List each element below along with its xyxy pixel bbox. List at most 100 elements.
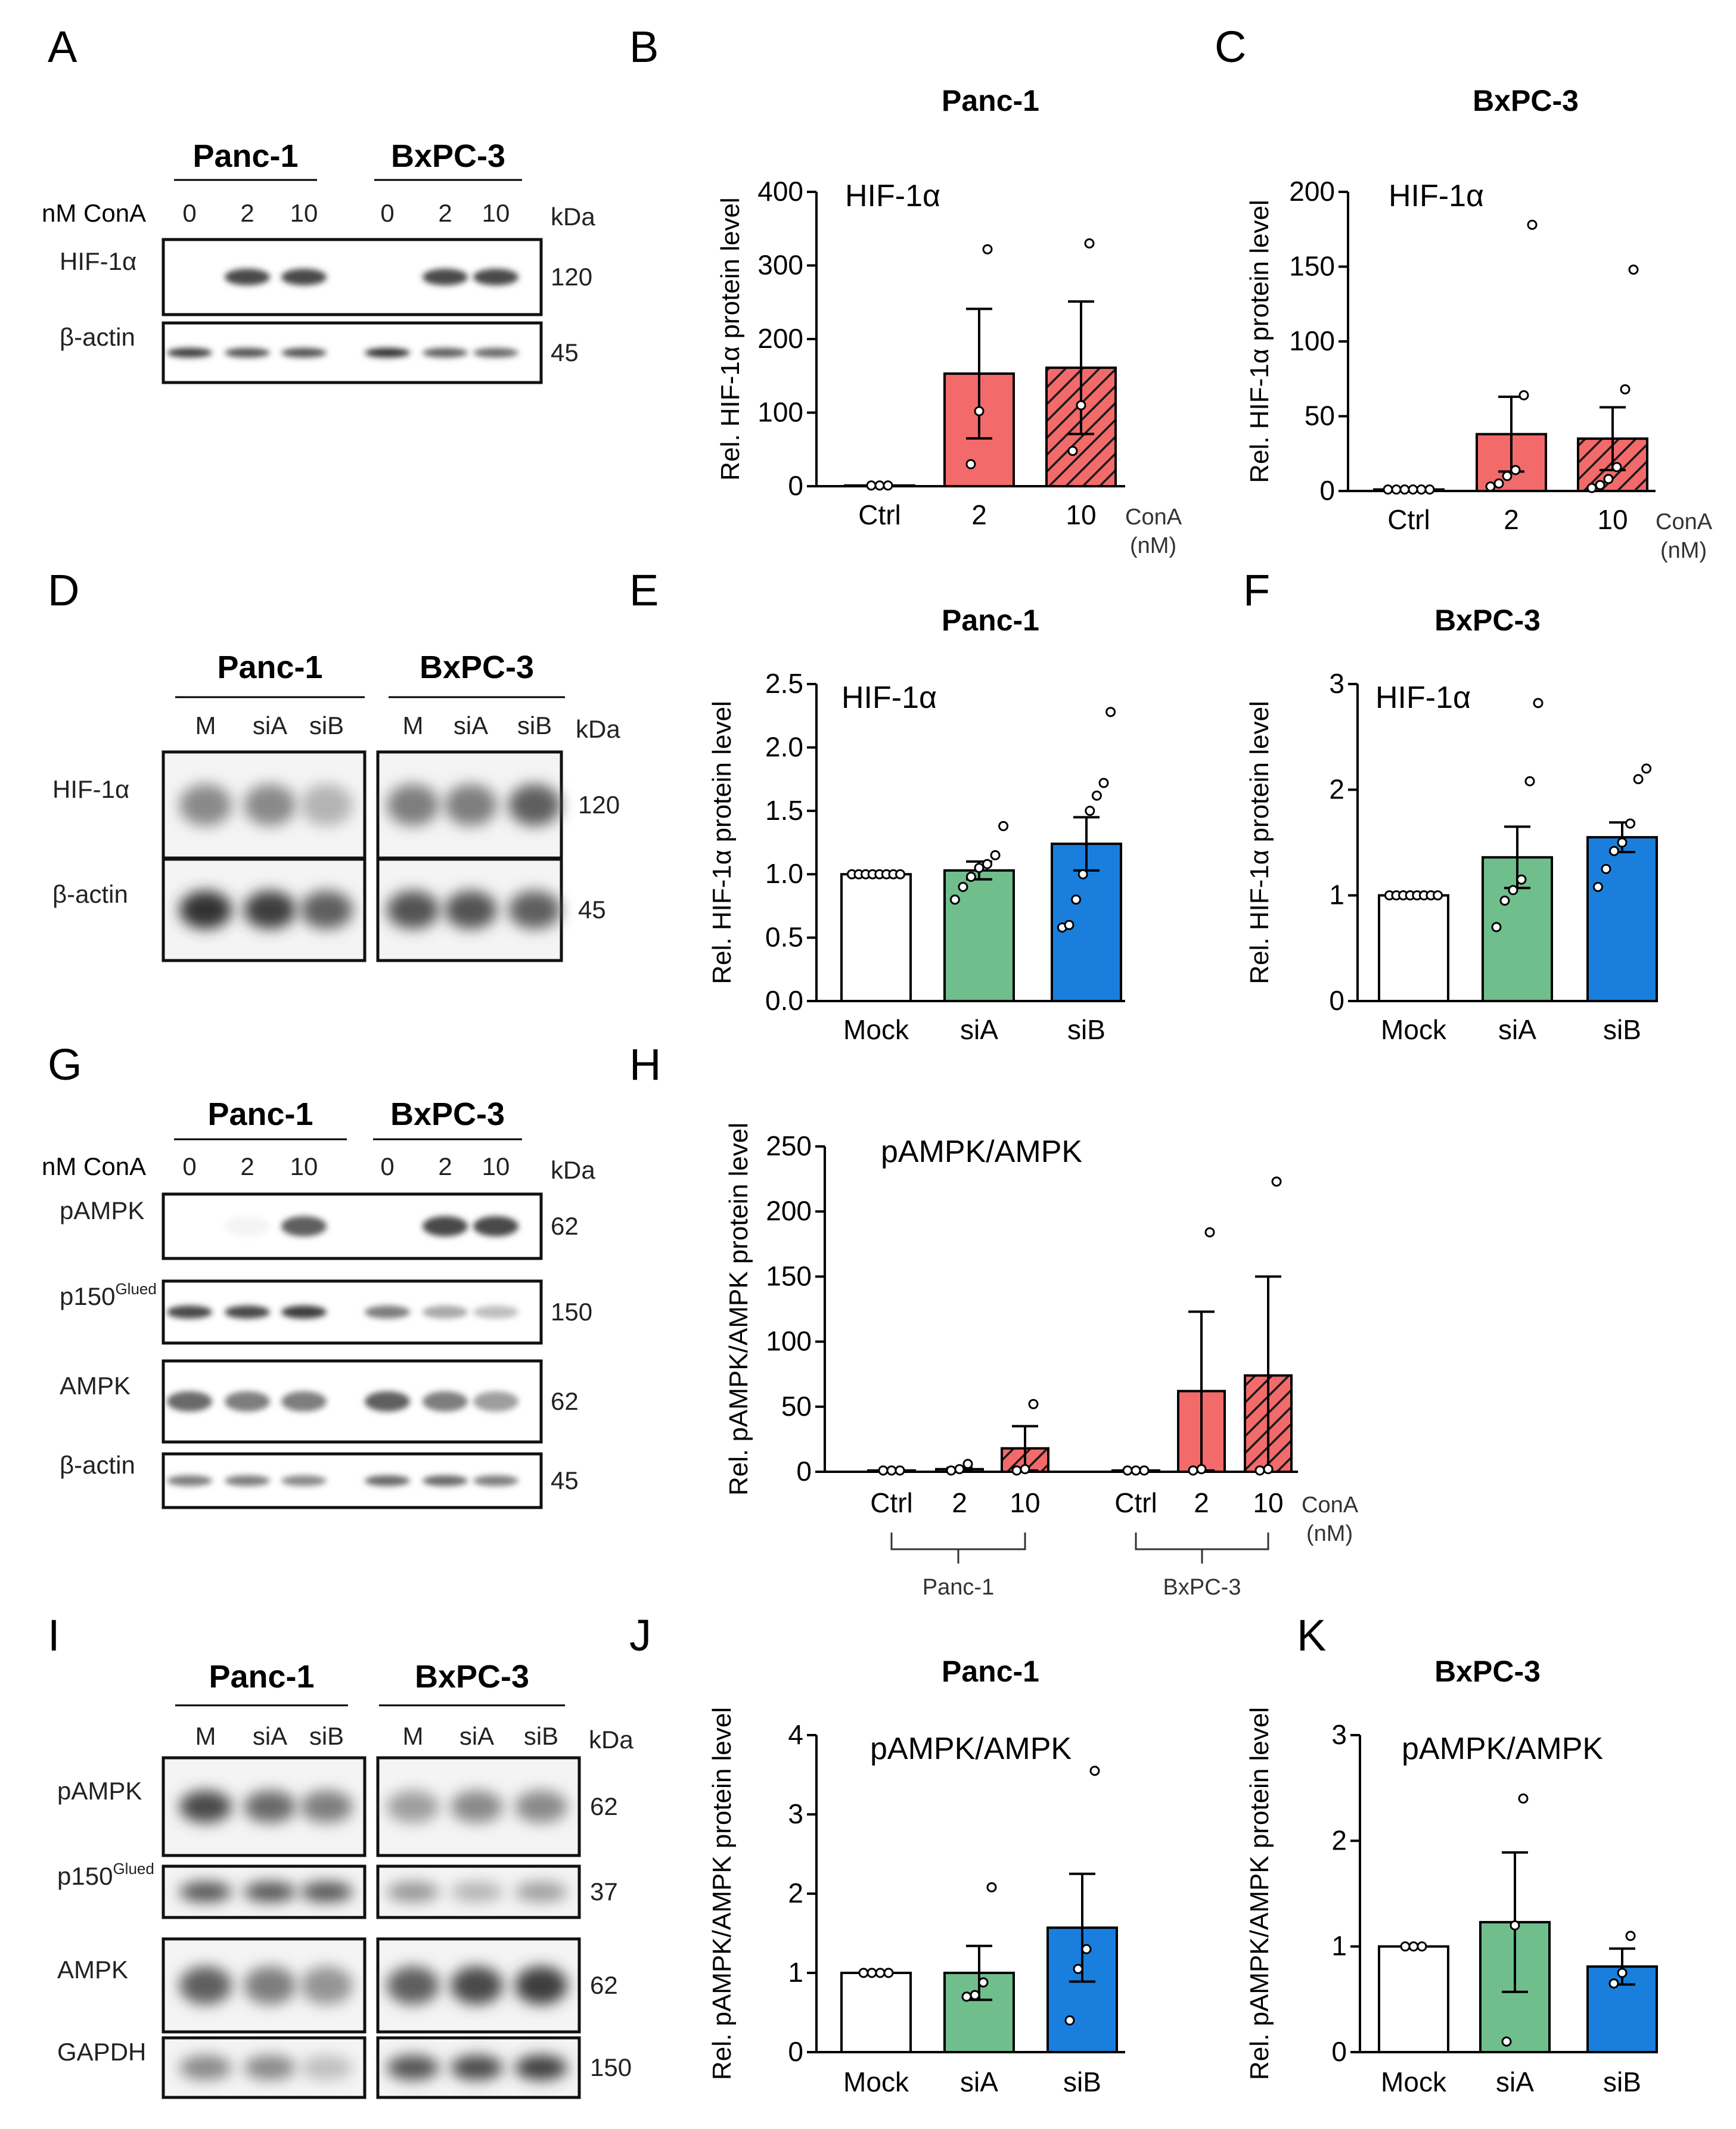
blot-band: [451, 1882, 503, 1902]
y-tick-label: 2.0: [765, 731, 803, 762]
blot-row-label-text: β-actin: [60, 323, 135, 351]
blot-band: [473, 269, 518, 285]
blot-band: [445, 891, 497, 929]
bar: [943, 1972, 1015, 2053]
x-unit-label: ConA: [1302, 1493, 1359, 1518]
x-tick-label: siA: [1498, 1014, 1536, 1045]
blot-row-label-text: AMPK: [57, 1956, 128, 1984]
x-tick-label: 10: [1253, 1487, 1283, 1518]
x-tick-label: siA: [960, 1014, 998, 1045]
lane-label: 2: [240, 199, 254, 227]
data-point: [895, 869, 906, 879]
data-point: [1518, 390, 1529, 400]
y-tick-label: 150: [1289, 251, 1335, 282]
chart-panel-k: BxPC-3 pAMPK/AMPK Rel. pAMPK/AMPK protein …: [1245, 1655, 1658, 2097]
blot-band: [365, 1475, 410, 1486]
blot-band: [387, 1882, 439, 1902]
blot-band: [244, 784, 296, 826]
kda-value: 120: [578, 791, 620, 819]
data-point: [958, 881, 968, 892]
chart-panel-j: Panc-1 pAMPK/AMPK Rel. pAMPK/AMPK protein …: [707, 1655, 1125, 2097]
y-tick-label: 250: [766, 1130, 812, 1161]
data-point: [949, 894, 960, 905]
lane-label: siA: [454, 711, 488, 739]
panel-letter-b: B: [629, 22, 659, 72]
x-unit-label: (nM): [1130, 533, 1176, 558]
y-axis-label: Rel. pAMPK/AMPK protein level: [1245, 1707, 1274, 2080]
blot-band: [225, 1216, 270, 1236]
lane-label: siA: [459, 1722, 494, 1750]
blot-band: [179, 1966, 232, 2004]
blot-band: [244, 2055, 296, 2080]
data-point: [965, 459, 976, 470]
blot-row-label: HIF-1α: [52, 775, 129, 803]
x-tick-label: Ctrl: [870, 1487, 913, 1518]
lane-label: 2: [438, 1152, 452, 1180]
y-tick-label: 1.5: [765, 795, 803, 826]
blot-row-label: HIF-1α: [60, 247, 136, 275]
kda-value: 45: [551, 338, 579, 366]
x-tick-label: Mock: [843, 2066, 909, 2097]
data-point: [1518, 1793, 1529, 1804]
data-point: [1625, 818, 1636, 829]
blot-band: [423, 1475, 468, 1486]
data-point: [1601, 863, 1611, 874]
blot-band: [281, 269, 327, 285]
data-point: [965, 871, 976, 882]
blot-band: [300, 1791, 353, 1823]
blot-band: [423, 348, 468, 358]
panel-letter-h: H: [629, 1040, 661, 1089]
data-point: [1633, 774, 1644, 785]
blot-band: [365, 1306, 410, 1319]
panel-letter-e: E: [629, 565, 659, 615]
kda-value: 62: [590, 1971, 618, 1999]
data-point: [978, 1977, 989, 1988]
lane-label: siB: [517, 711, 552, 739]
panel-letter-f: F: [1243, 565, 1270, 615]
data-point: [1028, 1398, 1039, 1409]
kda-value: 120: [551, 263, 592, 291]
blot-band: [244, 1791, 296, 1823]
blot-band: [387, 1791, 439, 1823]
blot-row-label-text: HIF-1α: [60, 247, 136, 275]
data-point: [1620, 384, 1631, 394]
lane-label: 10: [482, 199, 510, 227]
lane-label: 0: [182, 1152, 196, 1180]
y-tick-label: 150: [766, 1260, 812, 1291]
data-point: [1204, 1227, 1215, 1238]
x-tick-label: 2: [952, 1487, 967, 1518]
blot-band: [515, 2055, 567, 2080]
blot-band: [423, 1391, 468, 1412]
data-point: [867, 1968, 877, 1978]
y-tick-label: 1: [788, 1957, 803, 1988]
x-tick-label: 10: [1597, 504, 1628, 535]
blot-group-label: Panc-1: [192, 138, 298, 174]
data-point: [1089, 1766, 1100, 1776]
blot-row-label: pAMPK: [57, 1777, 142, 1805]
x-tick-label: Mock: [1381, 2066, 1447, 2097]
data-point: [1611, 462, 1622, 473]
blot-band: [451, 2055, 503, 2080]
data-point: [1011, 1465, 1022, 1476]
data-point: [1527, 219, 1538, 230]
data-point: [1501, 2036, 1512, 2047]
y-tick-label: 0.0: [765, 985, 803, 1016]
lane-header: nM ConA: [42, 199, 146, 227]
y-tick-label: 3: [788, 1798, 803, 1829]
group-bracket: [890, 1533, 1026, 1564]
data-point: [1493, 478, 1504, 489]
group-label: BxPC-3: [1163, 1575, 1241, 1600]
lane-label: M: [403, 1722, 424, 1750]
blot-band: [179, 784, 232, 826]
blot-group-label: BxPC-3: [390, 1096, 505, 1132]
blot-row-label: β-actin: [52, 880, 128, 908]
chart-title: Panc-1: [942, 84, 1039, 117]
lane-label: 0: [380, 199, 394, 227]
blot-band: [473, 1306, 518, 1319]
kda-value: 62: [590, 1792, 618, 1820]
chart-inner-label: HIF-1α: [845, 179, 940, 213]
blot-row-label: β-actin: [60, 323, 135, 351]
blot-band: [515, 1966, 567, 2004]
